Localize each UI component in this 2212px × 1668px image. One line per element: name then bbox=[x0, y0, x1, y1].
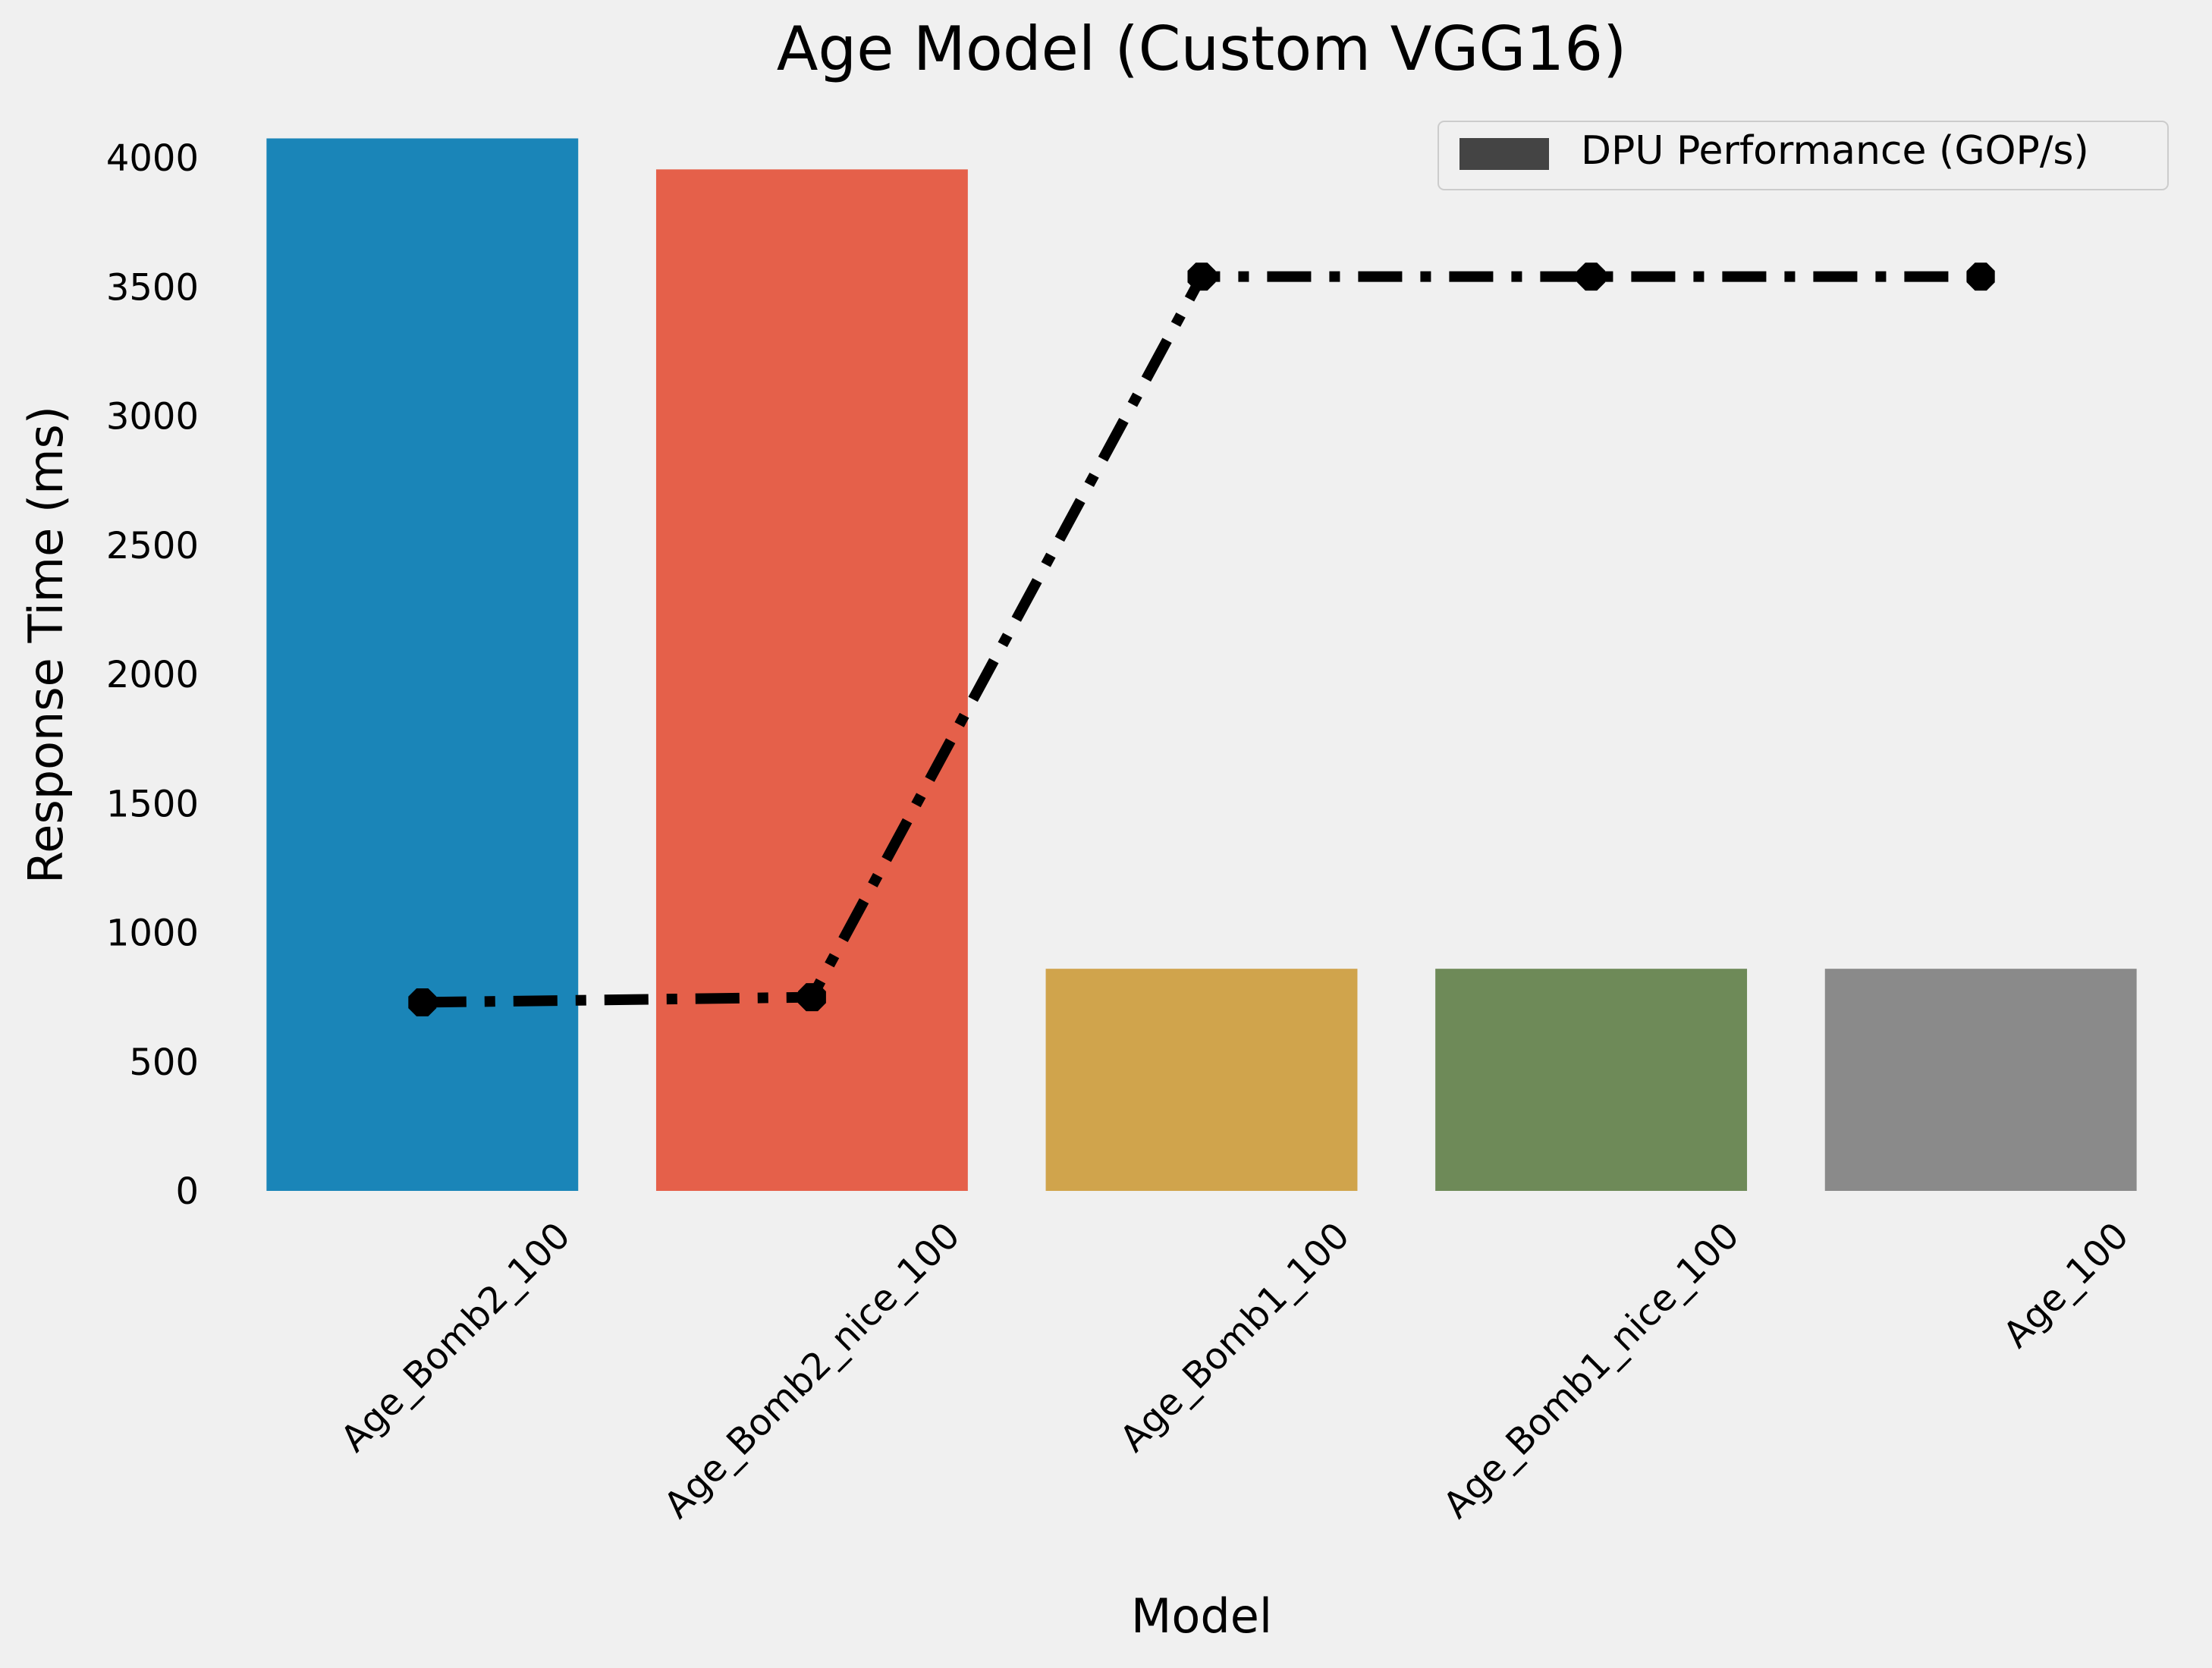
x-tick-Age_Bomb2_100: Age_Bomb2_100 bbox=[333, 1214, 579, 1460]
y-tick-1500: 1500 bbox=[106, 783, 199, 825]
y-tick-3000: 3000 bbox=[106, 396, 199, 438]
x-tick-Age_100: Age_100 bbox=[1995, 1214, 2137, 1356]
y-tick-0: 0 bbox=[175, 1170, 199, 1213]
legend-swatch bbox=[1459, 138, 1549, 170]
line-series bbox=[422, 271, 1981, 1008]
line-point-Age_Bomb1_100 bbox=[1187, 262, 1216, 291]
bar-Age_Bomb1_nice_100 bbox=[1435, 969, 1748, 1191]
line-point-Age_Bomb2_100 bbox=[408, 988, 437, 1016]
line-point-Age_100 bbox=[1966, 262, 1995, 291]
y-tick-2000: 2000 bbox=[106, 654, 199, 696]
x-axis-label: Model bbox=[1131, 1588, 1272, 1644]
y-tick-4000: 4000 bbox=[106, 137, 199, 180]
line-point-Age_Bomb2_nice_100 bbox=[797, 983, 826, 1012]
bar-Age_100 bbox=[1824, 969, 2137, 1191]
line-layer bbox=[408, 262, 1995, 1016]
bar-Age_Bomb2_nice_100 bbox=[655, 169, 968, 1191]
y-tick-500: 500 bbox=[129, 1041, 199, 1084]
y-tick-1000: 1000 bbox=[106, 913, 199, 955]
x-tick-Age_Bomb1_nice_100: Age_Bomb1_nice_100 bbox=[1435, 1214, 1748, 1527]
bar-Age_Bomb1_100 bbox=[1045, 969, 1358, 1191]
line-point-Age_Bomb1_nice_100 bbox=[1577, 262, 1606, 291]
legend-label: DPU Performance (GOP/s) bbox=[1581, 128, 2089, 174]
bar-Age_Bomb2_100 bbox=[266, 138, 579, 1191]
x-tick-Age_Bomb2_nice_100: Age_Bomb2_nice_100 bbox=[656, 1214, 969, 1527]
y-tick-2500: 2500 bbox=[106, 525, 199, 567]
chart-title: Age Model (Custom VGG16) bbox=[777, 14, 1627, 84]
x-tick-Age_Bomb1_100: Age_Bomb1_100 bbox=[1112, 1214, 1358, 1460]
y-tick-3500: 3500 bbox=[106, 266, 199, 309]
y-axis-label: Response Time (ms) bbox=[18, 406, 74, 884]
legend: DPU Performance (GOP/s) bbox=[1437, 121, 2169, 190]
legend-box bbox=[1437, 121, 2169, 190]
bars-layer bbox=[266, 138, 2137, 1191]
x-axis-ticks: Age_Bomb2_100 Age_Bomb2_nice_100 Age_Bomb1… bbox=[333, 1214, 2138, 1527]
y-axis-ticks: 0 500 1000 1500 2000 2500 3000 3500 4000 bbox=[106, 137, 199, 1213]
